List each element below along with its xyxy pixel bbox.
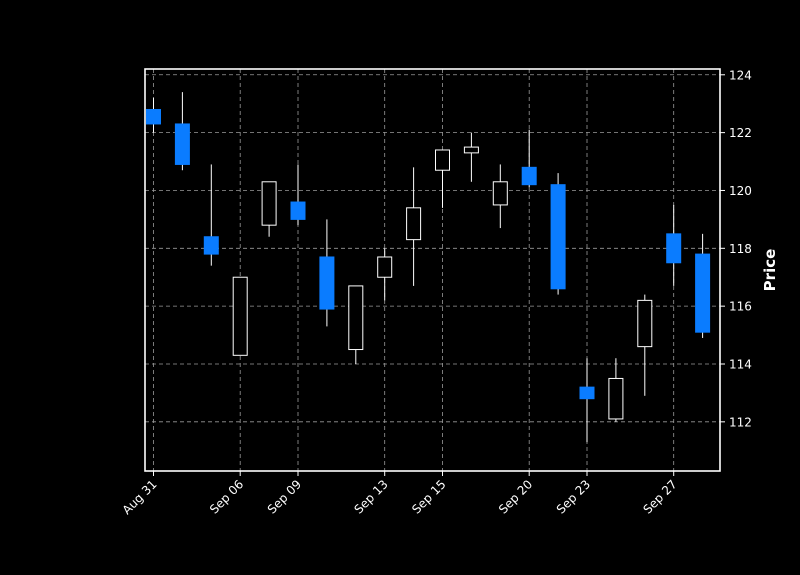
candle-down [174, 92, 190, 171]
candle-up [377, 248, 393, 301]
candle-body [348, 285, 364, 351]
candle-body [492, 181, 508, 206]
candles [146, 92, 711, 443]
candle-up [435, 149, 450, 208]
candle-down [579, 358, 595, 443]
y-tick-label: 118 [729, 242, 752, 256]
candle-down [550, 173, 566, 295]
candle-up [463, 132, 479, 182]
candle-body [521, 166, 537, 186]
candle-body [261, 181, 277, 226]
candle-body [435, 149, 450, 171]
y-tick-label: 112 [729, 415, 752, 429]
candle-up [492, 164, 508, 229]
candle-up [348, 285, 364, 364]
candle-body [319, 256, 335, 310]
candle-down [319, 219, 335, 327]
candle-body [203, 236, 219, 255]
candle-body [290, 201, 306, 220]
y-tick-label: 120 [729, 184, 752, 198]
y-tick-label: 114 [729, 357, 752, 371]
candle-body [666, 233, 682, 264]
candle-body [463, 146, 479, 154]
candle-down [203, 164, 219, 266]
candle-up [608, 358, 624, 422]
y-tick-label: 124 [729, 68, 752, 82]
candle-down [290, 164, 306, 226]
candle-body [637, 299, 653, 348]
candle-body [608, 377, 624, 420]
candle-body [579, 386, 595, 400]
candle-body [174, 123, 190, 165]
candle-down [146, 97, 161, 133]
y-tick-label: 116 [729, 300, 752, 314]
y-tick-label: 122 [729, 126, 752, 140]
candle-down [695, 233, 711, 338]
y-axis-title: Price [761, 249, 779, 292]
candle-body [232, 276, 248, 356]
candle-up [637, 294, 653, 396]
candle-body [550, 184, 566, 290]
candle-up [406, 167, 422, 286]
candle-body [406, 207, 422, 241]
candle-body [695, 253, 711, 333]
candle-up [261, 181, 277, 237]
plot-frame [144, 68, 721, 472]
candle-up [232, 276, 248, 356]
candle-down [666, 204, 682, 286]
candle-down [521, 129, 537, 188]
candle-body [377, 256, 393, 278]
candle-body [146, 108, 161, 125]
